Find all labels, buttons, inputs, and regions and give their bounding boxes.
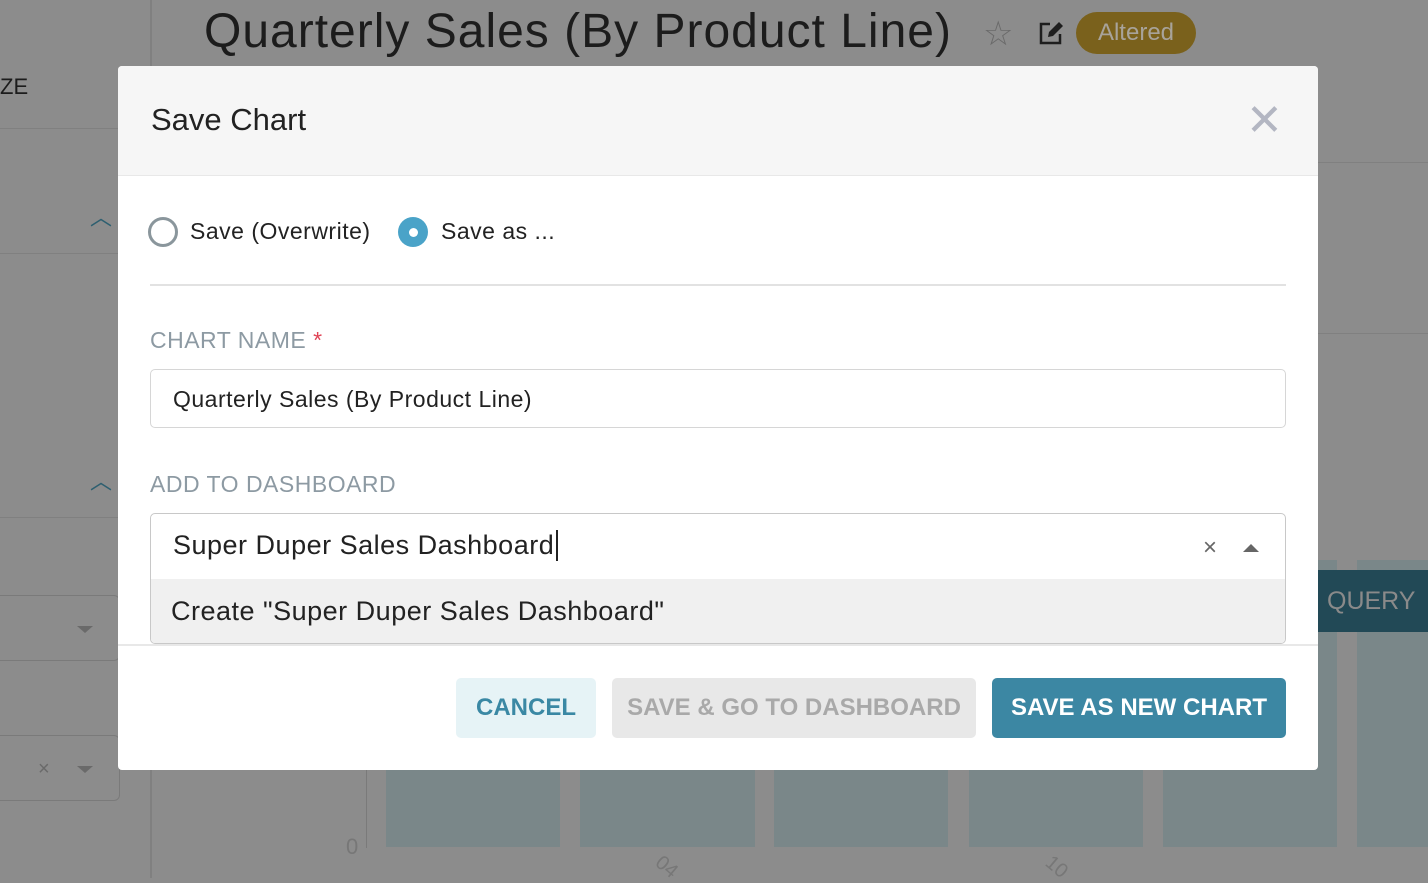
run-query-button[interactable]: QUERY xyxy=(1300,570,1428,632)
panel-select[interactable]: × xyxy=(0,735,120,801)
gridline xyxy=(1318,333,1428,334)
chart-name-input[interactable]: Quarterly Sales (By Product Line) xyxy=(150,369,1286,428)
required-mark: * xyxy=(313,327,323,353)
modal-title: Save Chart xyxy=(151,102,307,137)
footer-divider xyxy=(118,644,1318,646)
chart-name-label: CHART NAME * xyxy=(150,327,323,354)
dashboard-search-input[interactable]: Super Duper Sales Dashboard xyxy=(173,530,559,561)
x-tick: 04 xyxy=(650,851,683,883)
chart-title: Quarterly Sales (By Product Line) xyxy=(204,5,952,58)
radio-overwrite-label[interactable]: Save (Overwrite) xyxy=(190,218,371,244)
y-tick: 0 xyxy=(346,834,359,859)
divider xyxy=(150,284,1286,286)
caret-down-icon xyxy=(77,626,93,633)
modal-header: Save Chart ✕ xyxy=(118,66,1318,176)
divider xyxy=(0,128,152,129)
cancel-button[interactable]: CANCEL xyxy=(456,678,596,738)
caret-down-icon xyxy=(77,766,93,773)
radio-save-as-label[interactable]: Save as ... xyxy=(441,218,556,244)
chevron-up-icon[interactable]: ︿ xyxy=(90,469,113,494)
dashboard-label: ADD TO DASHBOARD xyxy=(150,471,397,497)
dashboard-select[interactable]: Super Duper Sales Dashboard × Create "Su… xyxy=(150,513,1286,644)
panel-label: ZE xyxy=(0,74,29,99)
star-icon[interactable]: ☆ xyxy=(983,15,1014,53)
chevron-up-icon[interactable]: ︿ xyxy=(90,205,113,230)
save-chart-modal: Save Chart ✕ Save (Overwrite) Save as ..… xyxy=(118,66,1318,770)
status-badge: Altered xyxy=(1076,12,1196,54)
caret-up-icon[interactable] xyxy=(1243,544,1259,552)
save-as-new-chart-button[interactable]: SAVE AS NEW CHART xyxy=(992,678,1286,738)
x-tick: 10 xyxy=(1040,851,1073,883)
radio-overwrite[interactable] xyxy=(148,217,178,247)
radio-save-as[interactable] xyxy=(398,217,428,247)
close-icon[interactable]: ✕ xyxy=(1246,96,1283,145)
gridline xyxy=(1318,162,1428,163)
divider xyxy=(0,517,152,518)
panel-select[interactable] xyxy=(0,595,120,661)
y-axis xyxy=(366,770,367,848)
save-and-go-to-dashboard-button[interactable]: SAVE & GO TO DASHBOARD xyxy=(612,678,976,738)
clear-icon[interactable]: × xyxy=(38,758,50,780)
chart-name-label-text: CHART NAME xyxy=(150,327,307,353)
create-dashboard-option[interactable]: Create "Super Duper Sales Dashboard" xyxy=(151,579,1285,643)
clear-icon[interactable]: × xyxy=(1203,534,1218,561)
edit-icon[interactable] xyxy=(1038,20,1063,45)
divider xyxy=(0,253,152,254)
